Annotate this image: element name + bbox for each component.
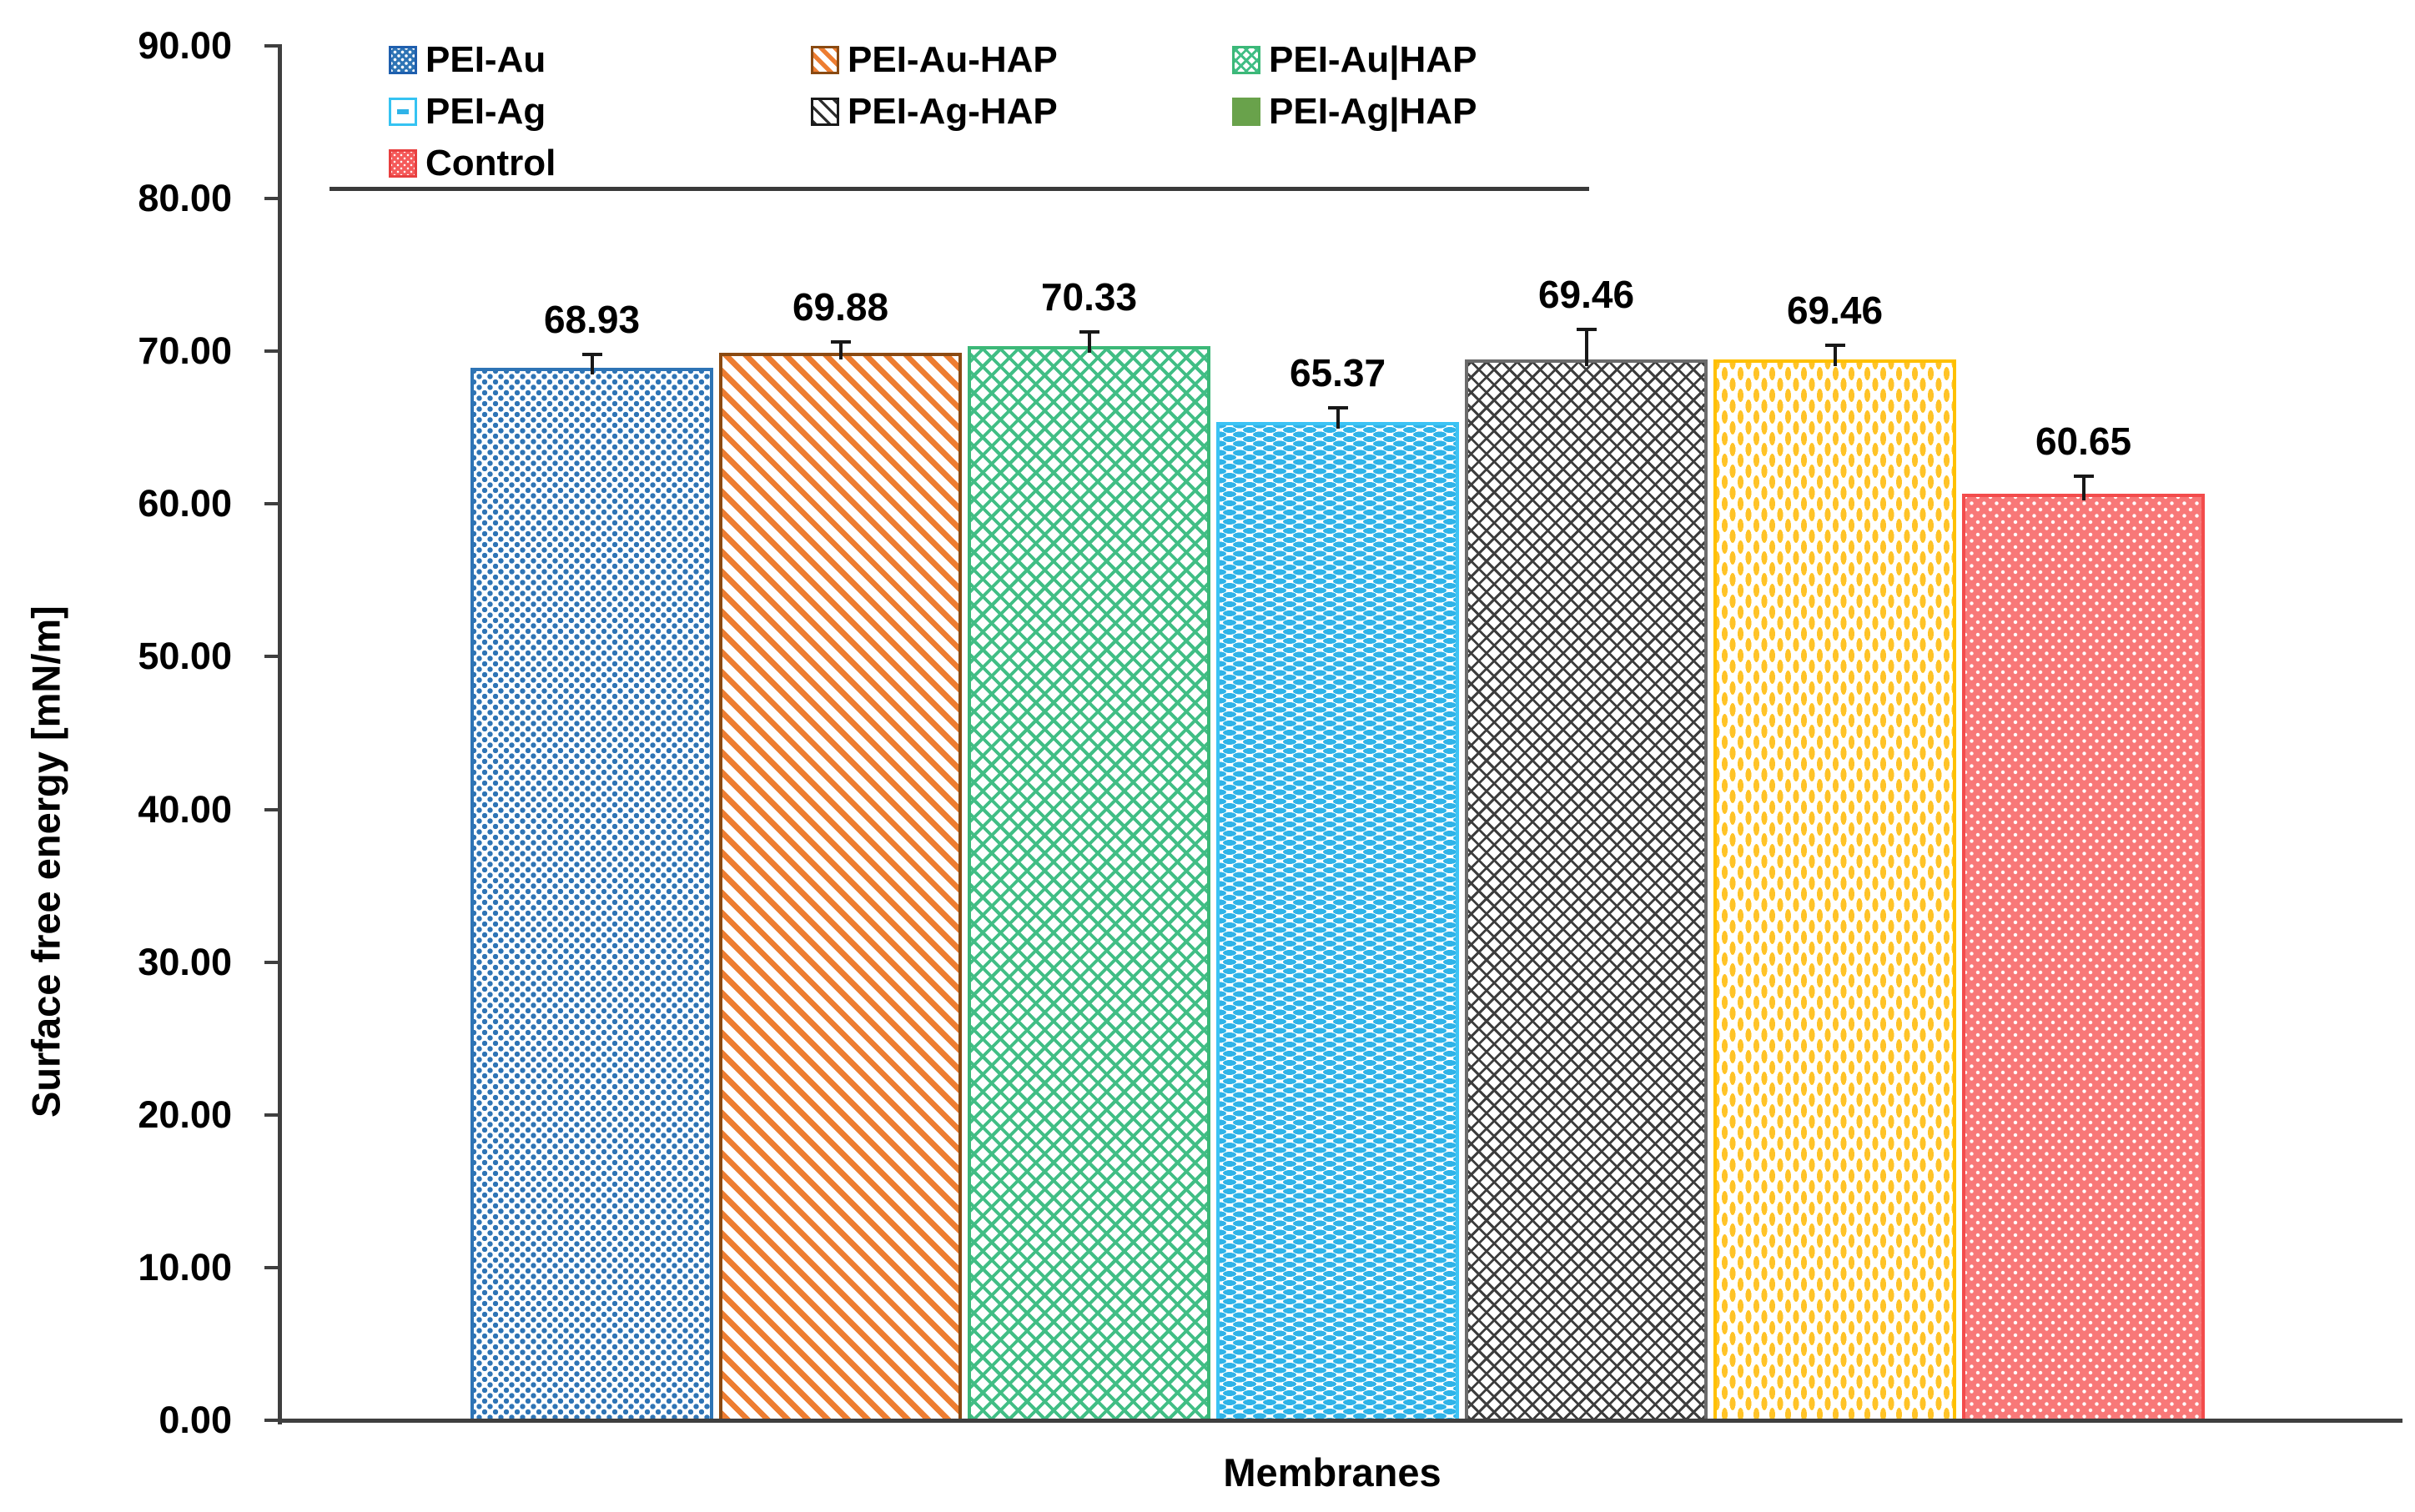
y-tick-label: 60.00	[138, 482, 232, 525]
y-tick-label: 0.00	[158, 1399, 232, 1441]
bar-value-label: 69.46	[1537, 273, 1635, 317]
pei-au-hap-swatch-icon	[811, 46, 839, 74]
y-tick-label: 30.00	[138, 940, 232, 983]
legend-item-pei-ag-hap: PEI-Ag-HAP	[811, 92, 1058, 132]
legend-label: PEI-Au	[425, 39, 546, 80]
error-bar-cap	[1576, 328, 1597, 332]
bar-PEI-Ag-HAP	[1465, 359, 1708, 1422]
y-tick-mark	[264, 44, 278, 48]
y-tick-mark	[264, 1113, 278, 1117]
error-bar-cap	[830, 339, 851, 344]
y-tick-mark	[264, 960, 278, 964]
error-bar-cap	[1824, 343, 1845, 347]
legend-label: PEI-Ag	[425, 91, 546, 132]
y-tick-mark	[264, 197, 278, 201]
legend: PEI-Au PEI-Au-HAP PEI-Au|HAP PEI-Ag PEI-Ag-H…	[0, 0, 2415, 217]
error-bar	[1336, 408, 1340, 429]
error-bar	[1584, 330, 1588, 367]
y-tick-mark	[264, 807, 278, 811]
x-axis-line	[278, 1419, 2402, 1423]
legend-item-pei-ag-bar-hap: PEI-Ag|HAP	[1232, 92, 1477, 132]
error-bar	[2081, 477, 2085, 501]
y-axis-line	[278, 44, 282, 1424]
x-axis-title: Membranes	[1223, 1450, 1441, 1494]
bar-value-label: 70.33	[1040, 274, 1138, 319]
legend-underline	[330, 187, 1589, 191]
pei-ag-hap-swatch-icon	[811, 98, 839, 126]
y-tick-mark	[264, 1265, 278, 1269]
y-tick-mark	[264, 502, 278, 506]
legend-label: PEI-Au|HAP	[1269, 39, 1477, 80]
y-tick-label: 50.00	[138, 635, 232, 678]
bar-value-label: 69.88	[792, 284, 889, 329]
legend-item-pei-au: PEI-Au	[389, 40, 546, 80]
bar-PEI-Au	[470, 367, 713, 1422]
error-bar	[838, 342, 843, 360]
bar-PEI-Au|HAP	[968, 346, 1210, 1422]
bar-value-label: 69.46	[1786, 288, 1884, 332]
legend-item-control: Control	[389, 143, 556, 183]
error-bar	[1833, 345, 1837, 367]
pei-ag-bar-hap-swatch-icon	[1232, 98, 1260, 126]
y-tick-label: 80.00	[138, 177, 232, 220]
error-bar-cap	[1327, 405, 1348, 409]
pei-au-swatch-icon	[389, 46, 417, 74]
bar-PEI-Au-HAP	[719, 353, 962, 1422]
bar-Control	[1962, 494, 2205, 1422]
legend-label: PEI-Au-HAP	[848, 39, 1058, 80]
error-bar	[590, 355, 594, 374]
error-bar-cap	[2073, 475, 2094, 479]
error-bar-cap	[581, 353, 602, 357]
legend-label: PEI-Ag-HAP	[848, 91, 1058, 132]
bar-value-label: 65.37	[1289, 350, 1386, 394]
y-tick-mark	[264, 655, 278, 659]
y-tick-label: 20.00	[138, 1093, 232, 1136]
error-bar	[1087, 332, 1091, 354]
legend-item-pei-au-hap: PEI-Au-HAP	[811, 40, 1058, 80]
y-tick-label: 90.00	[138, 24, 232, 67]
y-tick-mark	[264, 1419, 278, 1422]
bar-value-label: 60.65	[2035, 419, 2132, 464]
y-axis-title: Surface free energy [mN/m]	[23, 605, 68, 1118]
legend-label: PEI-Ag|HAP	[1269, 91, 1477, 132]
legend-item-pei-ag: PEI-Ag	[389, 92, 546, 132]
bar-PEI-Ag|HAP	[1713, 359, 1956, 1422]
y-tick-label: 10.00	[138, 1245, 232, 1288]
control-swatch-icon	[389, 149, 417, 178]
y-tick-mark	[264, 349, 278, 354]
bar-PEI-Ag	[1216, 422, 1459, 1422]
bar-value-label: 68.93	[543, 298, 641, 342]
legend-item-pei-au-bar-hap: PEI-Au|HAP	[1232, 40, 1477, 80]
error-bar-cap	[1079, 329, 1099, 334]
y-tick-label: 40.00	[138, 787, 232, 831]
y-tick-label: 70.00	[138, 329, 232, 373]
pei-au-bar-hap-swatch-icon	[1232, 46, 1260, 74]
pei-ag-swatch-icon	[389, 98, 417, 126]
legend-label: Control	[425, 143, 556, 183]
